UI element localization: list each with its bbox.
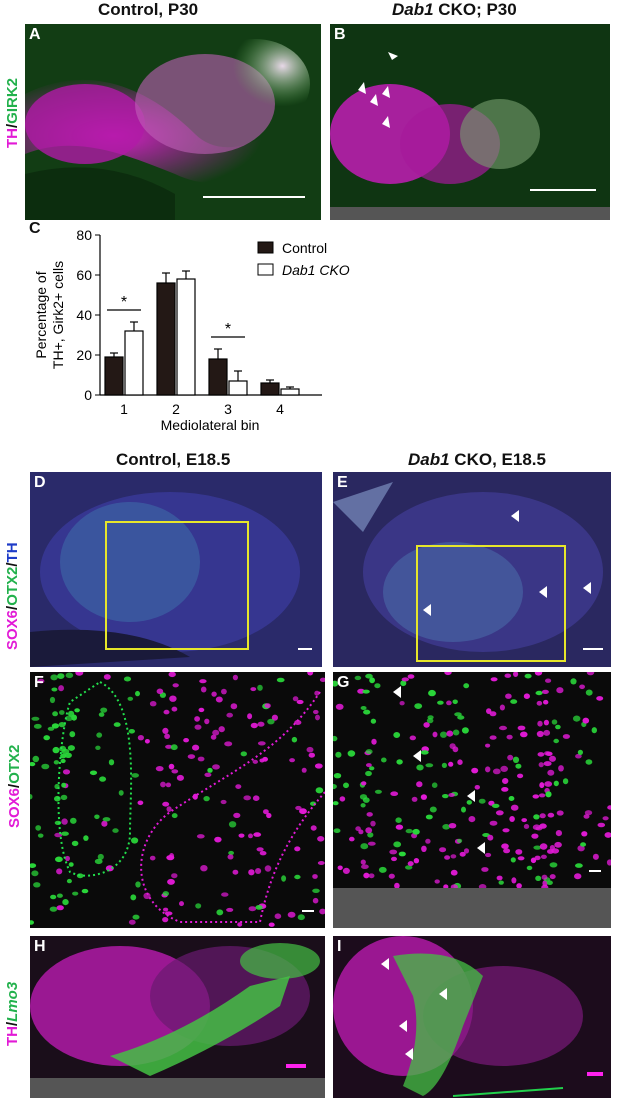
title-cko-rest: CKO, E18.5	[449, 450, 546, 469]
side-label-sox6-otx2: SOX6/OTX2	[6, 745, 23, 828]
label-otx2: OTX2	[4, 566, 21, 606]
y-axis-label-line2: TH+, Girk2+ cells	[50, 261, 66, 369]
scale-bar	[298, 648, 312, 650]
panel-d-image: D	[30, 472, 322, 667]
roi-box	[416, 545, 566, 662]
y-tick-label: 80	[76, 227, 92, 243]
panel-letter-g: G	[337, 674, 350, 691]
panel-letter-b: B	[334, 26, 346, 43]
x-tick-label: 4	[276, 401, 284, 417]
panel-d-micrograph	[30, 472, 322, 667]
significance-star: *	[225, 321, 231, 338]
panel-b-image: B	[330, 24, 610, 220]
label-th: TH	[4, 128, 21, 148]
title-dab1-italic: Dab1	[408, 450, 450, 469]
label-otx2: OTX2	[6, 744, 23, 784]
panel-a-micrograph	[25, 24, 321, 220]
x-axis-label: Mediolateral bin	[161, 417, 260, 433]
label-girk2: GIRK2	[4, 77, 21, 124]
panel-letter-h: H	[34, 938, 46, 955]
title-dab1-italic: Dab1	[392, 0, 434, 19]
scale-bar	[589, 870, 601, 872]
y-tick-label: 0	[84, 387, 92, 403]
roi-box	[105, 521, 249, 650]
bar-chart: 0 20 40 60 80 1 2 3 4 * * Mediolateral bin Percentag…	[33, 227, 350, 433]
panel-letter-c: C	[29, 220, 41, 237]
label-lmo3: Lmo3	[4, 981, 21, 1022]
title-control-p30: Control, P30	[98, 0, 199, 19]
legend-label-control: Control	[282, 240, 327, 256]
label-sox6: SOX6	[6, 787, 23, 828]
x-tick-label: 2	[172, 401, 180, 417]
side-label-th-girk2: TH/GIRK2	[4, 78, 21, 148]
bar-control	[260, 382, 280, 396]
scale-bar	[286, 1064, 306, 1068]
y-axis-label-line1: Percentage of	[33, 271, 49, 358]
title-dab1-cko-p30: Dab1 CKO; P30	[392, 0, 517, 20]
panel-b-micrograph	[330, 24, 610, 220]
label-sep: /	[4, 1021, 21, 1026]
label-sep: /	[4, 123, 21, 128]
panel-letter-e: E	[337, 474, 348, 491]
arrowheads	[393, 686, 485, 854]
scale-bar	[583, 648, 603, 650]
label-th: TH	[4, 1026, 21, 1046]
bar-cko	[124, 330, 144, 396]
title-cko-rest: CKO; P30	[433, 0, 517, 19]
otx2-region-outline	[57, 680, 133, 877]
panel-e-micrograph	[333, 472, 611, 667]
bar-control	[208, 358, 228, 396]
label-sox6: SOX6	[4, 609, 21, 650]
panel-letter-i: I	[337, 938, 342, 955]
panel-letter-a: A	[29, 26, 41, 43]
arrowheads	[381, 958, 447, 1060]
title-control-e185: Control, E18.5	[116, 450, 231, 469]
bar-cko	[176, 278, 196, 396]
label-sep: /	[4, 605, 21, 610]
panel-i-micrograph	[333, 936, 611, 1098]
label-sep: /	[6, 783, 23, 788]
panel-letter-d: D	[34, 474, 46, 491]
y-tick-label: 60	[76, 267, 92, 283]
bar-control	[104, 356, 124, 396]
scale-bar	[302, 910, 314, 912]
panel-e-image: E	[333, 472, 611, 667]
panel-g-image: G	[333, 672, 611, 928]
green-line	[452, 1087, 564, 1097]
y-tick-label: 40	[76, 307, 92, 323]
side-label-sox6-otx2-th: SOX6/OTX2/TH	[4, 542, 21, 650]
bar-control	[156, 282, 176, 396]
y-tick-label: 20	[76, 347, 92, 363]
legend-swatch-cko	[257, 263, 274, 276]
scale-bar	[203, 196, 305, 198]
x-tick-label: 1	[120, 401, 128, 417]
title-dab1-cko-e185: Dab1 CKO, E18.5	[408, 450, 546, 470]
bar-cko	[280, 388, 300, 396]
legend-swatch-control	[257, 241, 274, 254]
side-label-th-lmo3: TH/Lmo3	[4, 982, 21, 1046]
cell-dots	[30, 672, 325, 927]
legend-label-cko: Dab1 CKO	[282, 262, 350, 278]
sox6-region-outline	[140, 691, 325, 923]
panel-h-micrograph	[30, 936, 325, 1098]
panel-f-image: F	[30, 672, 325, 928]
label-sep: /	[4, 562, 21, 567]
significance-star: *	[121, 294, 127, 311]
panel-f-micrograph	[30, 672, 325, 928]
arrowheads	[423, 510, 591, 616]
panel-i-image: I	[333, 936, 611, 1098]
panel-h-image: H	[30, 936, 325, 1098]
x-tick-label: 3	[224, 401, 232, 417]
panel-a-image: A	[25, 24, 321, 220]
label-th: TH	[4, 542, 21, 563]
scale-bar	[587, 1072, 603, 1076]
cell-dots	[333, 672, 611, 891]
panel-letter-f: F	[34, 674, 44, 691]
bar-cko	[228, 380, 248, 396]
panel-g-micrograph	[333, 672, 611, 928]
arrowheads	[358, 52, 398, 128]
scale-bar	[530, 189, 596, 191]
